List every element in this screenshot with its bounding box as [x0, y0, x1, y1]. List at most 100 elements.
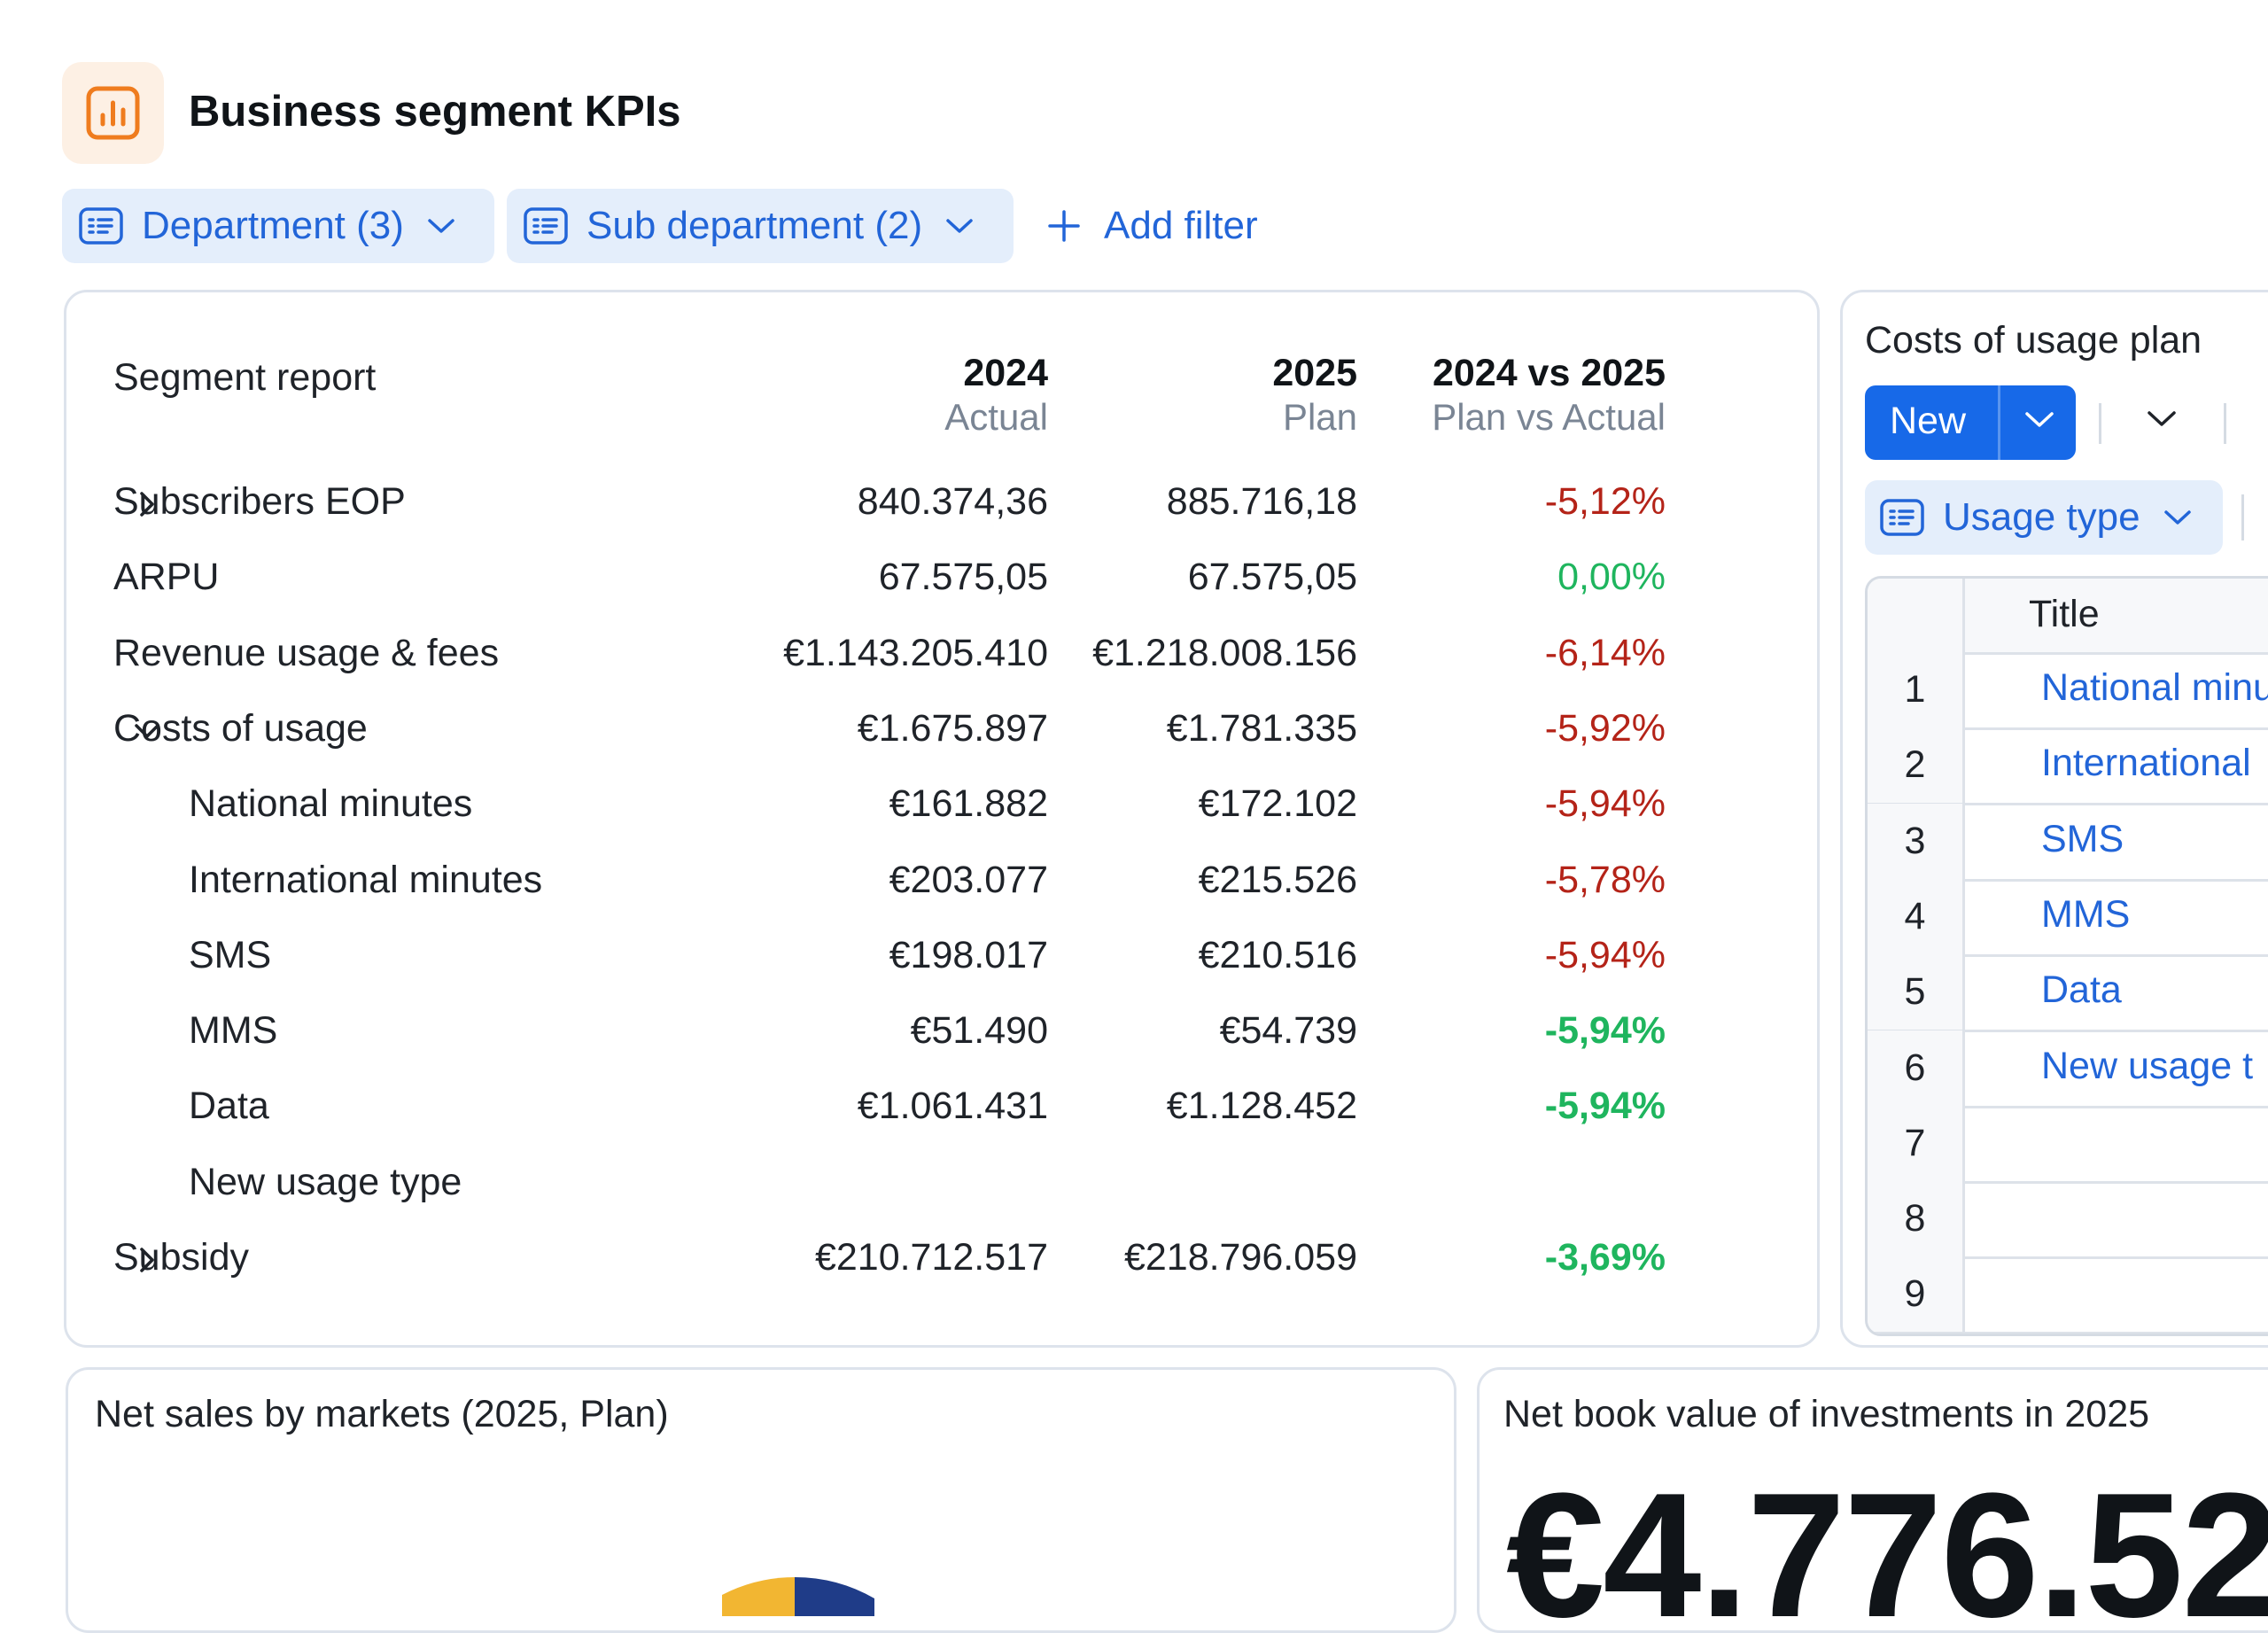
segment-row[interactable]: Subscribers EOP 840.374,36 885.716,18 -5,12…	[66, 470, 1750, 540]
column-year: 2025	[1272, 352, 1357, 394]
value-2025: €54.739	[1219, 1009, 1357, 1053]
toolbar-divider	[2241, 494, 2244, 540]
usage-type-label: Usage type	[1943, 495, 2140, 539]
row-title-link[interactable]: New usage t	[2041, 1044, 2254, 1087]
column-header-2024: 2024 Actual	[782, 351, 1048, 439]
row-number: 6	[1868, 1030, 1965, 1106]
value-2024: €1.143.205.410	[783, 631, 1048, 674]
row-title-link[interactable]: International	[2041, 742, 2251, 785]
segment-row: National minutes €161.882 €172.102 -5,94%	[66, 772, 1750, 843]
department-filter[interactable]: Department (3)	[62, 189, 494, 263]
value-diff: -5,12%	[1544, 480, 1666, 523]
table-row[interactable]: 9	[1868, 1256, 2268, 1334]
button-divider	[1998, 385, 2000, 460]
segment-report-title: Segment report	[113, 356, 377, 399]
usage-type-filter[interactable]: Usage type	[1865, 480, 2223, 555]
pie-slice	[722, 1577, 795, 1616]
table-row[interactable]: 4 MMS	[1868, 878, 2268, 957]
column-subtitle: Plan	[1282, 396, 1357, 438]
bar-chart-icon	[86, 86, 140, 140]
value-diff: -3,69%	[1544, 1236, 1666, 1279]
list-icon	[524, 207, 568, 245]
row-label: International minutes	[189, 858, 543, 901]
net-sales-title: Net sales by markets (2025, Plan)	[95, 1393, 669, 1435]
row-label: Subsidy	[113, 1236, 249, 1279]
column-subtitle: Plan vs Actual	[1432, 396, 1666, 438]
value-2025: €172.102	[1198, 782, 1357, 826]
row-number: 3	[1868, 803, 1965, 879]
toolbar-divider	[2099, 403, 2101, 444]
row-number: 8	[1868, 1181, 1965, 1257]
chevron-down-icon	[428, 219, 454, 233]
app-icon	[62, 62, 164, 164]
column-year: 2024 vs 2025	[1432, 352, 1666, 394]
row-label: SMS	[189, 933, 272, 976]
value-diff: -5,94%	[1544, 1009, 1666, 1053]
row-number: 9	[1868, 1256, 1965, 1333]
chevron-down-icon[interactable]	[132, 716, 162, 746]
new-button[interactable]: New	[1865, 385, 2076, 460]
chevron-down-icon[interactable]	[2024, 410, 2054, 430]
book-value-title: Net book value of investments in 2025	[1503, 1393, 2150, 1435]
table-row[interactable]: 8	[1868, 1181, 2268, 1260]
pie-slice	[795, 1576, 874, 1616]
table-row[interactable]: 6 New usage t	[1868, 1030, 2268, 1108]
value-2024: €51.490	[910, 1009, 1048, 1053]
chevron-right-icon[interactable]	[132, 1245, 162, 1275]
value-2024: €203.077	[889, 858, 1048, 901]
value-2025: €1.128.452	[1166, 1085, 1357, 1128]
usage-plan-grid: Title 1 National minu 2 International 3 SMS 4 M…	[1865, 576, 2268, 1336]
value-2025: €218.796.059	[1123, 1236, 1357, 1279]
row-index-header	[1868, 579, 1965, 652]
value-diff: -5,94%	[1544, 1085, 1666, 1128]
row-label: ARPU	[113, 556, 220, 599]
row-number: 4	[1868, 878, 1965, 954]
row-number: 7	[1868, 1105, 1965, 1181]
table-row[interactable]: 5 Data	[1868, 954, 2268, 1033]
book-value-card: Net book value of investments in 2025 €4…	[1477, 1367, 2268, 1633]
row-title-link[interactable]: National minu	[2041, 666, 2268, 709]
page-title: Business segment KPIs	[189, 88, 681, 136]
table-row[interactable]: 7	[1868, 1105, 2268, 1184]
row-label: Revenue usage & fees	[113, 631, 500, 674]
add-filter-button[interactable]: Add filter	[1047, 189, 1258, 263]
column-subtitle: Actual	[944, 396, 1048, 438]
grid-header: Title	[1868, 579, 2268, 655]
value-2025: 67.575,05	[1187, 556, 1357, 599]
row-title-link[interactable]: MMS	[2041, 892, 2131, 936]
sub-department-filter-label: Sub department (2)	[586, 204, 923, 247]
segment-report-card: Segment report 2024 Actual 2025 Plan 202…	[64, 290, 1820, 1348]
column-header-2025: 2025 Plan	[1091, 351, 1357, 439]
chevron-right-icon[interactable]	[132, 489, 162, 519]
chevron-down-icon	[946, 219, 973, 233]
row-number: 2	[1868, 727, 1965, 804]
row-title-link[interactable]: Data	[2041, 968, 2122, 1012]
table-row[interactable]: 2 International	[1868, 727, 2268, 806]
chevron-down-icon[interactable]	[2147, 409, 2177, 429]
table-row[interactable]: 3 SMS	[1868, 803, 2268, 882]
toolbar-divider	[2224, 403, 2226, 444]
title-column-header[interactable]: Title	[2029, 593, 2100, 635]
value-diff: 0,00%	[1557, 556, 1666, 599]
value-2024: €198.017	[889, 933, 1048, 976]
value-2025: €1.781.335	[1166, 706, 1357, 750]
table-row[interactable]: 1 National minu	[1868, 652, 2268, 730]
segment-row[interactable]: Subsidy €210.712.517 €218.796.059 -3,69%	[66, 1225, 1750, 1296]
row-label: Subscribers EOP	[113, 480, 406, 523]
column-year: 2024	[963, 352, 1048, 394]
department-filter-label: Department (3)	[142, 204, 404, 247]
segment-row: Revenue usage & fees €1.143.205.410 €1.218…	[66, 621, 1750, 692]
row-number: 1	[1868, 652, 1965, 727]
row-label: Costs of usage	[113, 706, 368, 750]
value-2025: €215.526	[1198, 858, 1357, 901]
value-2024: €1.061.431	[857, 1085, 1048, 1128]
value-2025: €210.516	[1198, 933, 1357, 976]
segment-row[interactable]: Costs of usage €1.675.897 €1.781.335 -5,92%	[66, 696, 1750, 767]
costs-of-usage-plan-card: Costs of usage plan New Usage type Title…	[1840, 290, 2268, 1348]
sub-department-filter[interactable]: Sub department (2)	[507, 189, 1014, 263]
row-label: National minutes	[189, 782, 473, 826]
plus-icon	[1048, 210, 1080, 242]
pie-chart	[722, 1576, 874, 1616]
segment-row: MMS €51.490 €54.739 -5,94%	[66, 999, 1750, 1069]
row-title-link[interactable]: SMS	[2041, 817, 2124, 860]
